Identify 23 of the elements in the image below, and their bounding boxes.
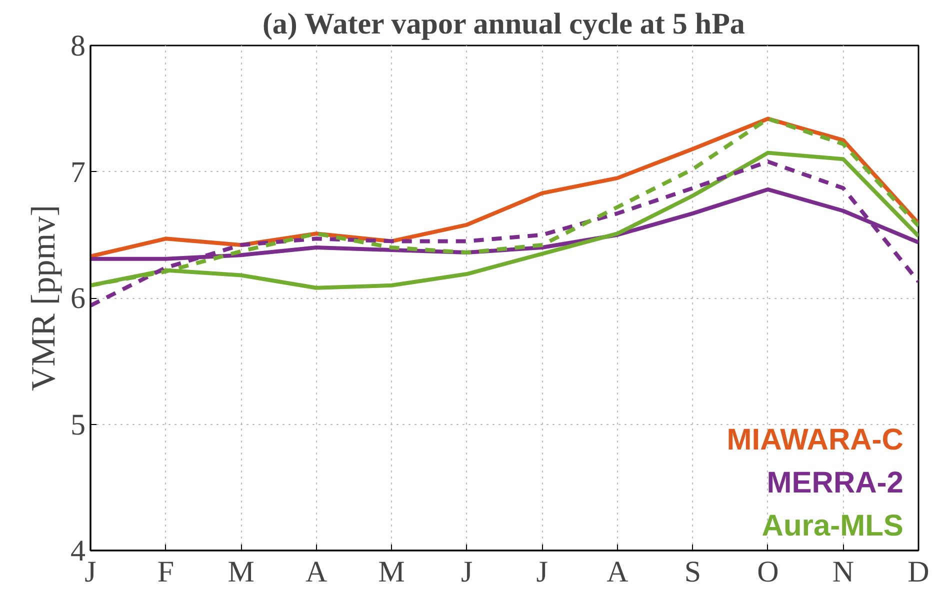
x-tick-label: M [378, 556, 405, 588]
chart-title: (a) Water vapor annual cycle at 5 hPa [262, 8, 745, 40]
x-tick-label: D [908, 556, 930, 588]
x-tick-label: N [832, 556, 854, 588]
x-tick-label: A [606, 556, 629, 588]
y-tick-label: 6 [70, 282, 86, 315]
x-tick-label: J [536, 556, 548, 588]
x-tick-label: M [228, 556, 254, 588]
x-tick-label: F [157, 556, 174, 588]
line-series [90, 160, 918, 308]
text: MERRA-2 [766, 466, 904, 500]
x-tick-label: O [757, 556, 779, 588]
x-tick-label: S [684, 556, 702, 588]
y-tick-label: 5 [70, 408, 86, 442]
x-tick-label: A [305, 556, 328, 588]
y-tick-label: 4 [70, 534, 86, 568]
text: Aura-MLS [762, 510, 904, 542]
x-tick-label: J [461, 556, 474, 588]
y-axis-title: VMR [ppmv] [26, 204, 62, 392]
y-tick-label: 8 [70, 30, 86, 62]
y-tick-label: 7 [70, 156, 86, 189]
text: MIAWARA-C [726, 424, 904, 456]
x-tick-label: J [84, 556, 97, 588]
